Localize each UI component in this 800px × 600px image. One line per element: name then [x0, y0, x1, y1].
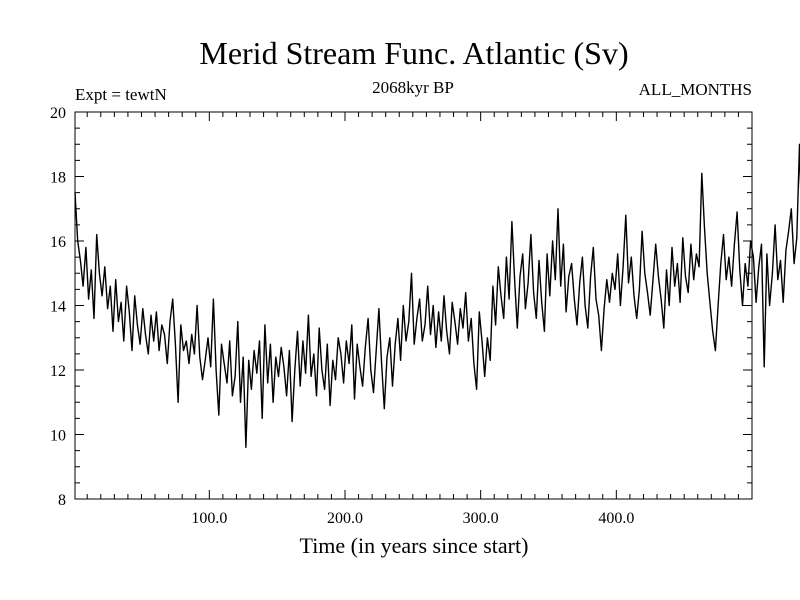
period-label: 2068kyr BP	[372, 78, 454, 97]
series-layer	[74, 143, 800, 449]
x-tick-label: 100.0	[191, 510, 227, 527]
y-tick-label: 12	[50, 363, 66, 380]
chart-title: Merid Stream Func. Atlantic (Sv)	[199, 35, 628, 71]
x-tick-label: 300.0	[463, 510, 499, 527]
x-axis-label: Time (in years since start)	[300, 533, 529, 558]
y-tick-label: 20	[50, 105, 66, 122]
series-line	[74, 143, 800, 449]
x-tick-label: 200.0	[327, 510, 363, 527]
y-tick-label: 18	[50, 170, 66, 187]
months-label: ALL_MONTHS	[639, 80, 752, 99]
y-tick-label: 10	[50, 428, 66, 445]
y-tick-label: 14	[50, 299, 66, 316]
y-tick-label: 8	[58, 492, 66, 509]
axis-ticks	[75, 111, 753, 500]
x-tick-label: 400.0	[598, 510, 634, 527]
y-tick-labels: 8 10 12 14 16 18 20	[50, 105, 66, 509]
experiment-label: Expt = tewtN	[75, 85, 167, 104]
x-tick-labels: 100.0 200.0 300.0 400.0	[191, 510, 634, 527]
y-tick-label: 16	[50, 234, 66, 251]
